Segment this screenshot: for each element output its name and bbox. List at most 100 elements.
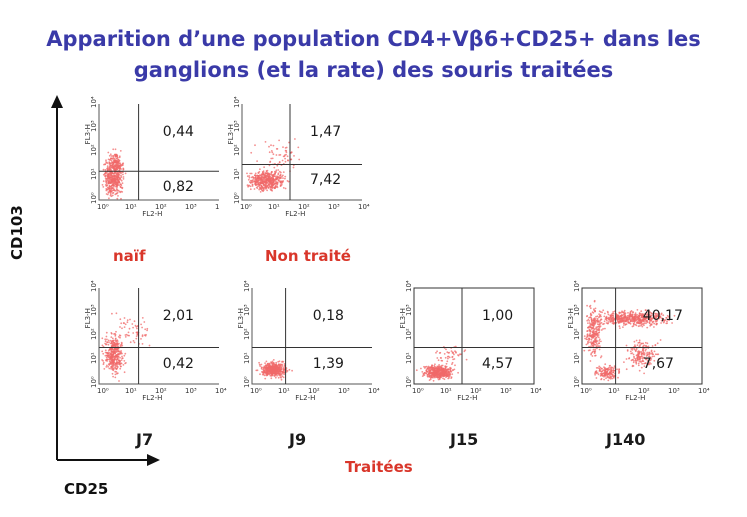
event-dot — [591, 355, 594, 357]
event-dot — [658, 317, 661, 320]
event-dot — [118, 184, 120, 187]
event-dot — [251, 184, 254, 186]
event-dot — [421, 371, 424, 373]
event-dot — [270, 144, 272, 147]
y-tick-label: 10³ — [90, 304, 98, 316]
event-dot — [132, 326, 134, 329]
event-dot — [446, 351, 449, 354]
event-dot — [612, 319, 615, 322]
event-dot — [122, 162, 125, 165]
event-dot — [115, 330, 117, 333]
event-dot — [632, 311, 635, 314]
event-dot — [263, 174, 266, 177]
event-dot — [649, 314, 652, 317]
plot-j7: 10⁰ 10⁰ 10¹ 10¹ 10² 10² 10³ 10³ 10⁴ 10⁴ FL2-H FL3-H… — [77, 280, 227, 402]
event-dot — [603, 368, 606, 371]
event-dot — [607, 322, 609, 325]
title-line-1: Apparition d’une population CD4+Vβ6+CD25… — [46, 27, 701, 51]
event-dot — [284, 157, 286, 160]
event-dot — [660, 319, 663, 322]
event-dot — [594, 348, 597, 351]
event-dot — [594, 340, 597, 343]
event-dot — [140, 338, 142, 340]
event-dot — [112, 175, 115, 178]
event-dot — [648, 355, 650, 358]
event-dot — [431, 373, 434, 376]
event-dot — [612, 318, 615, 321]
event-dot — [620, 311, 622, 314]
event-dot — [609, 364, 611, 367]
y-axis-arrow — [51, 95, 63, 108]
event-dot — [266, 174, 269, 177]
x-tick-label: 10⁰ — [580, 387, 592, 395]
event-dot — [116, 348, 119, 351]
event-dot — [584, 337, 586, 340]
event-dot — [596, 315, 599, 318]
event-dot — [106, 354, 108, 357]
event-dot — [265, 365, 267, 368]
event-dot — [115, 166, 118, 169]
event-dot — [267, 372, 269, 375]
event-dot — [630, 359, 633, 362]
event-dot — [112, 177, 115, 180]
event-dot — [104, 349, 107, 352]
event-dot — [120, 351, 123, 354]
event-dot — [277, 373, 280, 376]
event-dot — [594, 354, 596, 357]
event-dot — [598, 310, 601, 313]
event-dot — [276, 367, 279, 370]
y-tick-label: 10² — [405, 328, 413, 340]
y-tick-label: 10⁰ — [243, 376, 251, 388]
event-dot — [583, 349, 586, 352]
event-dot — [271, 184, 274, 187]
event-dot — [599, 319, 602, 322]
event-dot — [630, 348, 633, 350]
event-dot — [282, 367, 285, 370]
event-dot — [638, 345, 641, 348]
event-dot — [249, 179, 252, 182]
event-dot — [249, 181, 252, 184]
event-dot — [256, 160, 258, 162]
event-dot — [123, 360, 126, 362]
event-dot — [654, 317, 657, 320]
event-dot — [667, 318, 669, 321]
event-dot — [272, 368, 275, 370]
event-dot — [270, 157, 273, 160]
quadrant-lower-right-value: 0,42 — [162, 355, 194, 372]
event-dot — [116, 172, 118, 175]
event-dot — [261, 371, 263, 373]
event-dot — [612, 311, 615, 313]
event-dot — [270, 182, 272, 184]
y-tick-label: 10⁴ — [573, 280, 581, 292]
event-dot — [645, 358, 648, 361]
event-dot — [264, 369, 266, 372]
event-dot — [646, 314, 649, 316]
event-dot — [603, 320, 606, 323]
event-dot — [268, 371, 271, 374]
event-dot — [628, 314, 630, 317]
event-dot — [277, 179, 280, 182]
event-dot — [118, 171, 121, 174]
event-dot — [111, 312, 113, 315]
event-dot — [598, 348, 601, 351]
event-dot — [282, 376, 285, 379]
event-dot — [290, 158, 293, 161]
event-dot — [269, 374, 272, 377]
event-dot — [109, 158, 111, 161]
event-dot — [648, 313, 651, 316]
y-tick-label: 10² — [90, 144, 98, 156]
x-tick-label: 10³ — [668, 387, 680, 395]
event-dot — [635, 324, 638, 327]
event-dot — [108, 172, 110, 175]
event-dot — [605, 319, 608, 322]
event-dot — [272, 177, 275, 180]
event-dot — [254, 172, 257, 175]
event-dot — [110, 332, 113, 334]
quadrant-upper-right-value: 0,18 — [312, 308, 344, 324]
event-dot — [286, 155, 289, 158]
event-dot — [646, 342, 649, 345]
event-dot — [285, 151, 288, 154]
y-channel-label: FL3-H — [399, 308, 407, 328]
event-dot — [619, 320, 621, 323]
